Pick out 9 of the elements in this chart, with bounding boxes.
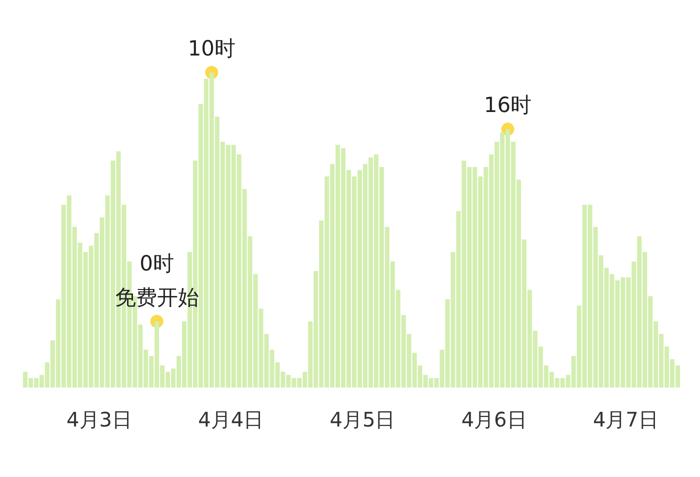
annotation: 免费开始 [114,285,199,310]
annotation: 16时 [484,93,532,118]
annotation: 10时 [188,36,236,60]
annotation: 0时 [140,251,174,276]
x-tick-label: 4月4日 [198,408,264,432]
x-tick-label: 4月7日 [592,408,658,432]
x-tick-label: 4月5日 [330,408,396,432]
x-tick-label: 4月3日 [66,408,132,432]
x-tick-label: 4月6日 [461,408,527,432]
